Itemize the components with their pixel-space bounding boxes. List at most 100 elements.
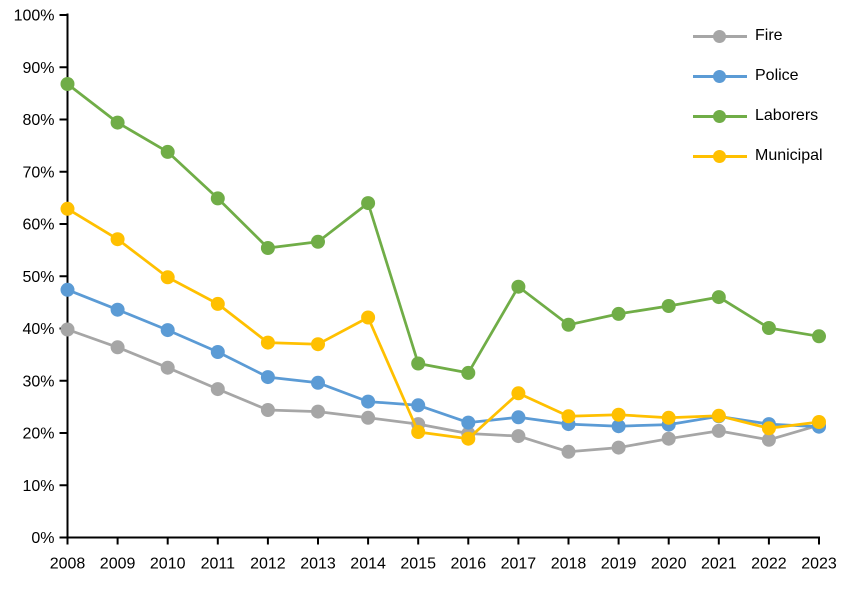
y-tick-label: 40%	[22, 321, 54, 338]
data-point-police-2009	[110, 302, 125, 317]
data-point-laborers-2016	[461, 365, 476, 380]
data-point-fire-2021	[711, 423, 726, 438]
data-point-fire-2018	[561, 444, 576, 459]
data-point-laborers-2010	[160, 144, 175, 159]
data-point-fire-2012	[260, 403, 275, 417]
data-point-police-2010	[160, 323, 175, 338]
data-point-laborers-2021	[711, 290, 726, 305]
data-point-laborers-2020	[661, 299, 676, 313]
data-point-police-2017	[511, 410, 526, 425]
y-tick-label: 90%	[22, 60, 54, 77]
x-tick-label-2019: 2019	[601, 556, 637, 573]
data-point-laborers-2023	[812, 329, 826, 344]
legend-label-municipal: Municipal	[755, 147, 823, 164]
data-point-laborers-2008	[60, 77, 75, 91]
data-point-fire-2019	[611, 440, 626, 455]
series-line-municipal	[66, 207, 821, 441]
x-tick-label-2021: 2021	[701, 556, 737, 573]
legend-item-municipal: Municipal	[693, 136, 823, 176]
legend-label-police: Police	[755, 67, 799, 84]
x-tick-label-2020: 2020	[651, 556, 687, 573]
x-tick-label-2023: 2023	[801, 556, 837, 573]
data-point-laborers-2012	[260, 241, 275, 255]
data-point-police-2019	[611, 419, 626, 434]
legend-item-police: Police	[693, 56, 823, 96]
data-point-fire-2008	[60, 322, 75, 337]
data-point-fire-2020	[661, 431, 676, 446]
data-point-municipal-2020	[661, 410, 676, 425]
legend-label-laborers: Laborers	[755, 107, 819, 124]
x-tick-label-2011: 2011	[201, 556, 236, 573]
data-point-laborers-2017	[511, 279, 526, 294]
x-tick-label-2015: 2015	[400, 556, 436, 573]
data-point-municipal-2019	[611, 407, 626, 422]
y-tick-label: 60%	[22, 217, 54, 234]
data-point-municipal-2015	[411, 425, 426, 439]
data-point-laborers-2014	[361, 196, 376, 211]
x-tick-label-2017: 2017	[501, 556, 537, 573]
x-tick-label-2009: 2009	[100, 556, 136, 573]
x-tick-label-2012: 2012	[250, 556, 286, 573]
police-line-marker-icon	[693, 69, 747, 83]
y-tick-label: 10%	[22, 478, 54, 495]
legend-item-fire: Fire	[693, 16, 823, 56]
data-point-municipal-2021	[711, 408, 726, 423]
series-line-laborers	[66, 82, 821, 375]
data-point-municipal-2011	[210, 296, 225, 311]
data-point-fire-2014	[361, 410, 376, 425]
data-point-municipal-2010	[160, 270, 175, 285]
y-tick-label: 20%	[22, 426, 54, 443]
legend-label-fire: Fire	[755, 27, 783, 44]
y-tick-label: 30%	[22, 373, 54, 390]
y-tick-label: 0%	[31, 530, 54, 547]
y-tick-label: 80%	[22, 112, 54, 129]
data-point-municipal-2017	[511, 386, 526, 401]
data-point-municipal-2023	[812, 415, 826, 429]
data-point-fire-2013	[311, 404, 325, 419]
laborers-line-marker-icon	[693, 109, 747, 123]
x-tick-label-2016: 2016	[451, 556, 487, 573]
data-point-laborers-2018	[561, 317, 576, 332]
data-point-municipal-2012	[260, 335, 275, 350]
legend-item-laborers: Laborers	[693, 96, 823, 136]
fire-line-marker-icon	[693, 29, 747, 43]
x-tick-label-2014: 2014	[350, 556, 386, 573]
data-point-police-2014	[361, 394, 376, 409]
y-tick-label: 70%	[22, 164, 54, 181]
x-tick-label-2018: 2018	[551, 556, 587, 573]
data-point-municipal-2009	[110, 232, 125, 247]
series-line-police	[66, 288, 821, 429]
series-line-fire	[66, 328, 821, 454]
x-tick-label-2013: 2013	[300, 556, 336, 573]
data-point-police-2011	[210, 345, 225, 359]
x-tick-label-2008: 2008	[50, 556, 86, 573]
chart-legend: Fire Police Laborers Municipal	[693, 16, 823, 176]
data-point-laborers-2015	[411, 356, 426, 371]
data-point-fire-2017	[511, 429, 526, 444]
data-point-municipal-2016	[461, 431, 476, 446]
y-tick-label: 50%	[22, 269, 54, 286]
data-point-fire-2022	[761, 432, 776, 447]
data-point-laborers-2019	[611, 306, 626, 321]
data-point-police-2013	[311, 375, 325, 390]
data-point-municipal-2014	[361, 310, 376, 325]
data-point-laborers-2022	[761, 321, 776, 335]
y-tick-label: 100%	[14, 8, 55, 25]
data-point-laborers-2009	[110, 115, 125, 130]
municipal-line-marker-icon	[693, 149, 747, 163]
data-point-police-2008	[60, 282, 75, 297]
data-point-police-2016	[461, 415, 476, 430]
data-point-fire-2011	[210, 382, 225, 397]
data-point-municipal-2008	[60, 201, 75, 216]
x-tick-label-2022: 2022	[751, 556, 787, 573]
data-point-fire-2009	[110, 340, 125, 355]
data-point-municipal-2022	[761, 421, 776, 436]
data-point-municipal-2013	[311, 337, 325, 352]
data-point-police-2012	[260, 370, 275, 385]
x-tick-label-2010: 2010	[150, 556, 186, 573]
data-point-laborers-2013	[311, 234, 325, 249]
data-point-fire-2010	[160, 360, 175, 375]
data-point-laborers-2011	[210, 191, 225, 206]
